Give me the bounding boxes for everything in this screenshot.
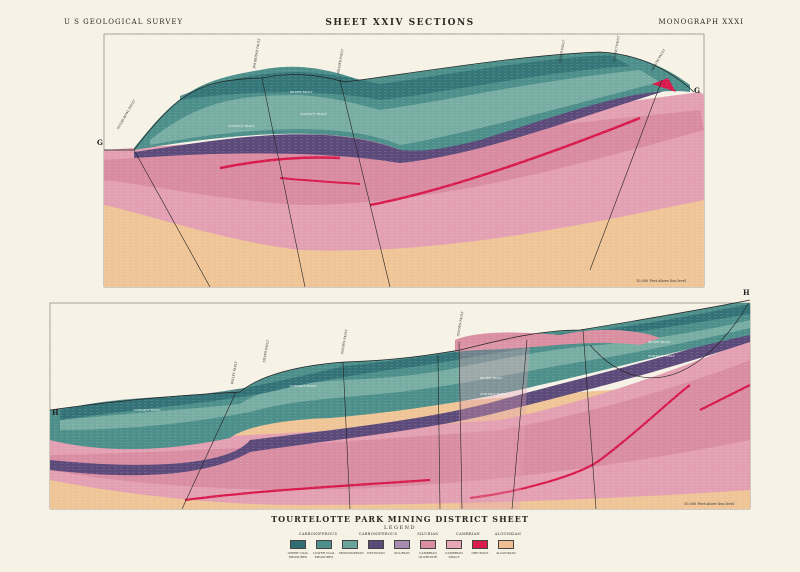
fault-label: CONTACT FAULT: [300, 112, 327, 116]
legend-item-label: CAMBRIAN QUARTZITE: [418, 551, 438, 559]
fault-label: SILVER FAULT: [648, 340, 671, 344]
fault-label: CONTACT FAULT: [134, 408, 161, 412]
legend-group-label: CAMBRIAN: [456, 532, 480, 536]
top-left-label: G: [97, 138, 103, 147]
legend-item-label: UPPER COAL MEASURES: [287, 551, 309, 559]
legend-swatch: [290, 540, 306, 549]
bottom-elevation-note: 10,000 Feet above Sea level: [684, 502, 734, 506]
legend-group-label: ALGONKIAN: [494, 532, 522, 536]
legend-swatch: [342, 540, 358, 549]
legend-group-label: SILURIAN: [417, 532, 439, 536]
bottom-section-strata: [50, 303, 750, 509]
legend-item-label: ORE BODY: [471, 551, 489, 555]
bottom-right-label: H: [743, 288, 750, 297]
legend-group-label: CARBONIFEROUS: [358, 532, 398, 536]
legend-item-label: LOWER COAL MEASURES: [313, 551, 335, 559]
legend-swatch: [472, 540, 488, 549]
fault-label: CONTACT FAULT: [480, 392, 507, 396]
legend-item-label: SILURIAN: [394, 551, 410, 555]
fault-label: CONTACT FAULT: [290, 384, 317, 388]
legend-item-label: DEVONIAN: [367, 551, 385, 555]
district-sheet-title: TOURTELOTTE PARK MINING DISTRICT SHEET: [271, 514, 529, 524]
legend-swatch: [498, 540, 514, 549]
bottom-left-label: H: [52, 408, 59, 417]
survey-label: U S GEOLOGICAL SURVEY: [64, 18, 184, 26]
legend-swatch: [368, 540, 384, 549]
legend-swatch: [446, 540, 462, 549]
fault-label: CONTACT FAULT: [228, 124, 255, 128]
legend-item-label: MISSISSIPPIAN: [339, 551, 364, 555]
fault-label: SILVER FAULT: [290, 90, 313, 94]
top-right-label: G: [694, 86, 700, 95]
legend-group-label: CARBONIFEROUS: [298, 532, 338, 536]
top-elevation-note: 10,000 Feet above Sea level: [636, 279, 686, 283]
legend-title: LEGEND: [384, 525, 416, 531]
sheet-title: SHEET XXIV SECTIONS: [325, 18, 475, 28]
legend-swatch: [394, 540, 410, 549]
legend-swatch: [420, 540, 436, 549]
legend-swatch: [316, 540, 332, 549]
legend-item-label: ALGONKIAN: [496, 551, 516, 555]
top-section-strata: [104, 34, 704, 287]
monograph-label: MONOGRAPH XXXI: [658, 18, 744, 26]
legend-item-label: CAMBRIAN SHALE: [445, 551, 463, 559]
fault-label: SILVER FAULT: [480, 376, 503, 380]
legend: CARBONIFEROUS CARBONIFEROUS SILURIAN CAM…: [288, 532, 528, 568]
fault-label: CONTACT FAULT: [648, 354, 675, 358]
